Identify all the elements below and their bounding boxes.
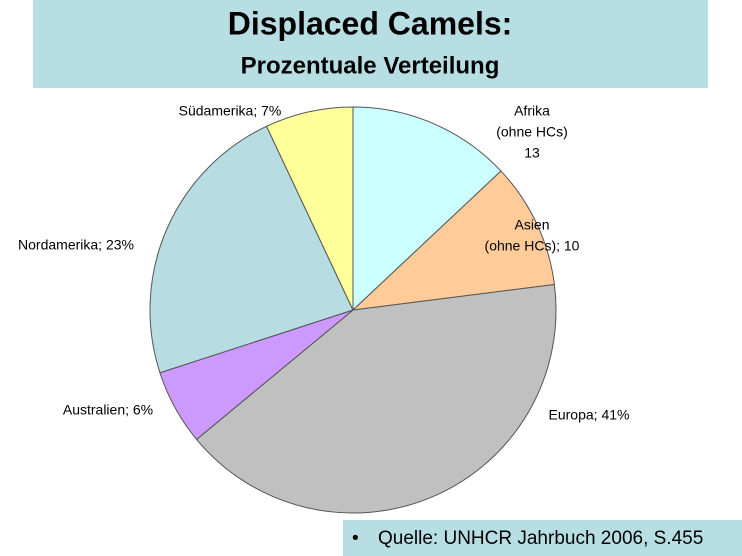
slice-label: (ohne HCs); 10 [485,238,580,254]
slice-label: Europa; 41% [549,407,630,423]
source-box [343,520,742,556]
pie-slice [265,106,354,311]
chart-subtitle: Prozentuale Verteilung [241,52,500,79]
source: Quelle: UNHCR Jahrbuch 2006, S.455 [378,528,703,549]
slice-label: Afrika [514,103,550,119]
pie [149,106,557,514]
pie-slice [351,170,555,311]
chart-title: Displaced Camels: [228,5,513,41]
pie-slice [352,106,502,312]
slice-label: Nordamerika; 23% [18,237,134,253]
pie-slice [149,125,354,374]
slice-label: Australien; 6% [63,402,153,418]
slice-label: 13 [524,145,540,161]
slice-label: Südamerika; 7% [179,103,282,119]
title-box [33,0,708,88]
bullet: • [352,528,359,549]
pie-slice [195,283,557,514]
slice-label: (ohne HCs) [496,124,568,140]
slice-label: Asien [514,217,549,233]
